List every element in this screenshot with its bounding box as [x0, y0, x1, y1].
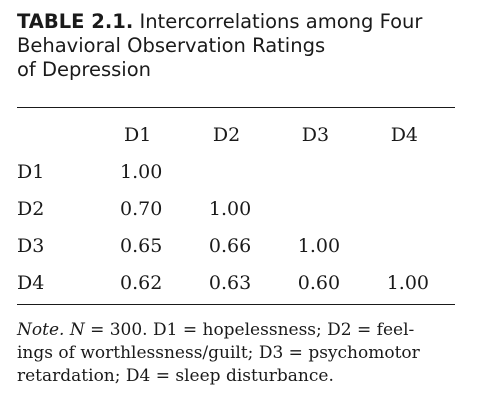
- cell-d4-d2: 0.63: [208, 271, 252, 294]
- note-line-2: ings of worthlessness/guilt; D3 = psycho…: [17, 343, 420, 363]
- cell-d3-d2: 0.66: [208, 234, 252, 257]
- cell-d1-d1: 1.00: [119, 160, 163, 183]
- cell-d3-d1: 0.65: [119, 234, 163, 257]
- column-header-d2: D2: [212, 123, 241, 146]
- cell-d4-d4: 1.00: [386, 271, 430, 294]
- caption-title-line-3: of Depression: [17, 58, 151, 81]
- cell-d3-d3: 1.00: [297, 234, 341, 257]
- correlation-table: D1 D2 D3 D4 D1 1.00 D2 0.70 1.00 D3 0.65…: [17, 116, 455, 301]
- cell-d1-d4: [387, 153, 455, 190]
- row-label-d2: D2: [17, 197, 45, 220]
- note-line-3: retardation; D4 = sleep disturbance.: [17, 366, 334, 386]
- table-row: D1 1.00: [17, 153, 455, 190]
- table-caption: TABLE 2.1. Intercorrelations among Four …: [17, 10, 455, 82]
- cell-d4-d1: 0.62: [119, 271, 163, 294]
- note-line-1: = 300. D1 = hopelessness; D2 = feel-: [84, 320, 415, 340]
- top-rule: [17, 107, 455, 108]
- cell-d4-d3: 0.60: [297, 271, 341, 294]
- column-header-d4: D4: [390, 123, 419, 146]
- header-row: D1 D2 D3 D4: [17, 116, 455, 153]
- row-label-d1: D1: [17, 160, 45, 183]
- note-label: Note.: [17, 320, 65, 340]
- bottom-rule: [17, 304, 455, 305]
- caption-title: TABLE 2.1. Intercorrelations among Four …: [17, 10, 455, 82]
- cell-d2-d2: 1.00: [208, 197, 252, 220]
- column-header-d1: D1: [123, 123, 152, 146]
- row-label-d4: D4: [17, 271, 45, 294]
- cell-d1-d3: [298, 153, 387, 190]
- table-row: D4 0.62 0.63 0.60 1.00: [17, 264, 455, 301]
- note-n-symbol: N: [69, 320, 85, 340]
- caption-title-line-2: Behavioral Observation Ratings: [17, 34, 326, 57]
- row-label-d3: D3: [17, 234, 45, 257]
- cell-d2-d3: [298, 190, 387, 227]
- caption-title-line-1: Intercorrelations among Four: [139, 10, 423, 33]
- column-header-d3: D3: [301, 123, 330, 146]
- table-row: D2 0.70 1.00: [17, 190, 455, 227]
- cell-d1-d2: [209, 153, 298, 190]
- table-row: D3 0.65 0.66 1.00: [17, 227, 455, 264]
- table-note: Note. N = 300. D1 = hopelessness; D2 = f…: [17, 319, 457, 388]
- cell-d2-d4: [387, 190, 455, 227]
- cell-d3-d4: [387, 227, 455, 264]
- corner-cell: [17, 116, 120, 153]
- table-number: TABLE 2.1.: [17, 10, 134, 33]
- cell-d2-d1: 0.70: [119, 197, 163, 220]
